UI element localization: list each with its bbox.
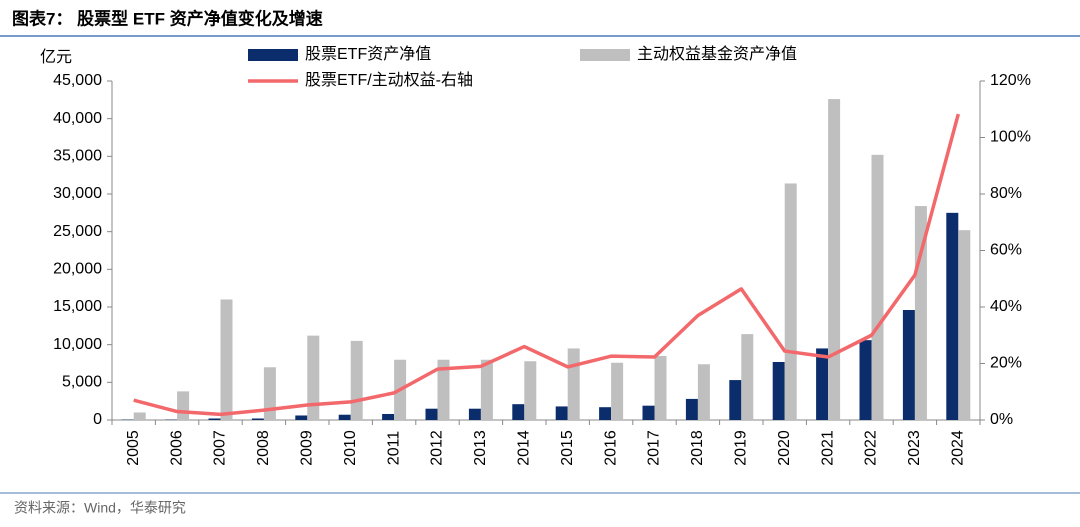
legend-label: 主动权益基金资产净值 bbox=[637, 45, 797, 63]
bar bbox=[599, 407, 612, 420]
bar bbox=[437, 359, 450, 420]
x-tick-label: 2012 bbox=[429, 430, 446, 466]
legend-label: 股票ETF资产净值 bbox=[305, 45, 431, 63]
x-tick-label: 2020 bbox=[776, 430, 793, 466]
bar bbox=[133, 412, 146, 420]
y2-tick-label: 0% bbox=[990, 411, 1013, 428]
bar bbox=[828, 99, 841, 420]
bar bbox=[177, 391, 190, 420]
bar bbox=[611, 362, 624, 420]
x-tick-label: 2007 bbox=[212, 430, 229, 466]
bar bbox=[425, 408, 438, 420]
y2-tick-label: 100% bbox=[990, 129, 1031, 146]
bar bbox=[220, 299, 233, 420]
x-tick-label: 2008 bbox=[255, 430, 272, 466]
x-tick-label: 2016 bbox=[602, 430, 619, 466]
bar bbox=[555, 406, 568, 420]
bar bbox=[729, 380, 742, 420]
bar bbox=[567, 348, 580, 420]
y2-tick-label: 60% bbox=[990, 242, 1022, 259]
y-tick-label: 5,000 bbox=[62, 374, 102, 391]
y-tick-label: 15,000 bbox=[53, 298, 102, 315]
y-tick-label: 10,000 bbox=[53, 336, 102, 353]
x-tick-label: 2017 bbox=[646, 430, 663, 466]
x-tick-label: 2024 bbox=[950, 430, 967, 466]
bar bbox=[871, 154, 884, 420]
bar bbox=[524, 361, 537, 420]
y2-tick-label: 120% bbox=[990, 72, 1031, 89]
bar bbox=[642, 405, 655, 420]
legend-label: 股票ETF/主动权益-右轴 bbox=[305, 71, 473, 89]
y-tick-label: 25,000 bbox=[53, 223, 102, 240]
bar bbox=[251, 418, 264, 420]
bar bbox=[295, 415, 308, 420]
legend-swatch bbox=[248, 49, 298, 61]
x-tick-label: 2013 bbox=[472, 430, 489, 466]
bar bbox=[958, 230, 971, 420]
bar bbox=[208, 418, 221, 420]
legend-swatch bbox=[580, 49, 630, 61]
chart-title: 图表7： 股票型 ETF 资产净值变化及增速 bbox=[12, 8, 323, 28]
x-tick-label: 2015 bbox=[559, 430, 576, 466]
x-tick-label: 2010 bbox=[342, 430, 359, 466]
x-tick-label: 2022 bbox=[863, 430, 880, 466]
y-axis-label: 亿元 bbox=[40, 48, 72, 66]
bar bbox=[654, 355, 667, 420]
y-tick-label: 20,000 bbox=[53, 261, 102, 278]
x-tick-label: 2023 bbox=[906, 430, 923, 466]
bar bbox=[480, 359, 493, 420]
x-tick-label: 2009 bbox=[299, 430, 316, 466]
x-tick-label: 2006 bbox=[168, 430, 185, 466]
bar bbox=[946, 212, 959, 420]
bar bbox=[263, 367, 276, 420]
y-tick-label: 40,000 bbox=[53, 110, 102, 127]
bar bbox=[816, 348, 829, 420]
bar bbox=[350, 340, 363, 420]
bar bbox=[772, 361, 785, 420]
x-tick-label: 2021 bbox=[819, 430, 836, 466]
y2-tick-label: 40% bbox=[990, 298, 1022, 315]
y-tick-label: 35,000 bbox=[53, 148, 102, 165]
source: 资料来源：Wind，华泰研究 bbox=[14, 500, 186, 516]
x-tick-label: 2011 bbox=[385, 431, 402, 466]
y2-tick-label: 80% bbox=[990, 185, 1022, 202]
bar bbox=[685, 398, 698, 420]
bar bbox=[784, 183, 797, 420]
bar bbox=[512, 404, 525, 420]
y-tick-label: 0 bbox=[93, 411, 102, 428]
bar bbox=[307, 335, 320, 420]
x-tick-label: 2005 bbox=[125, 430, 142, 466]
bar bbox=[859, 340, 872, 420]
y-tick-label: 45,000 bbox=[53, 72, 102, 89]
bar bbox=[741, 334, 754, 420]
bar bbox=[902, 310, 915, 420]
x-tick-label: 2019 bbox=[733, 430, 750, 466]
bar bbox=[697, 364, 710, 420]
x-tick-label: 2014 bbox=[516, 430, 533, 466]
bar bbox=[468, 408, 481, 420]
line bbox=[133, 113, 960, 417]
bar bbox=[338, 414, 351, 420]
y2-tick-label: 20% bbox=[990, 355, 1022, 372]
bar bbox=[382, 413, 395, 420]
y-tick-label: 30,000 bbox=[53, 185, 102, 202]
x-tick-label: 2018 bbox=[689, 430, 706, 466]
